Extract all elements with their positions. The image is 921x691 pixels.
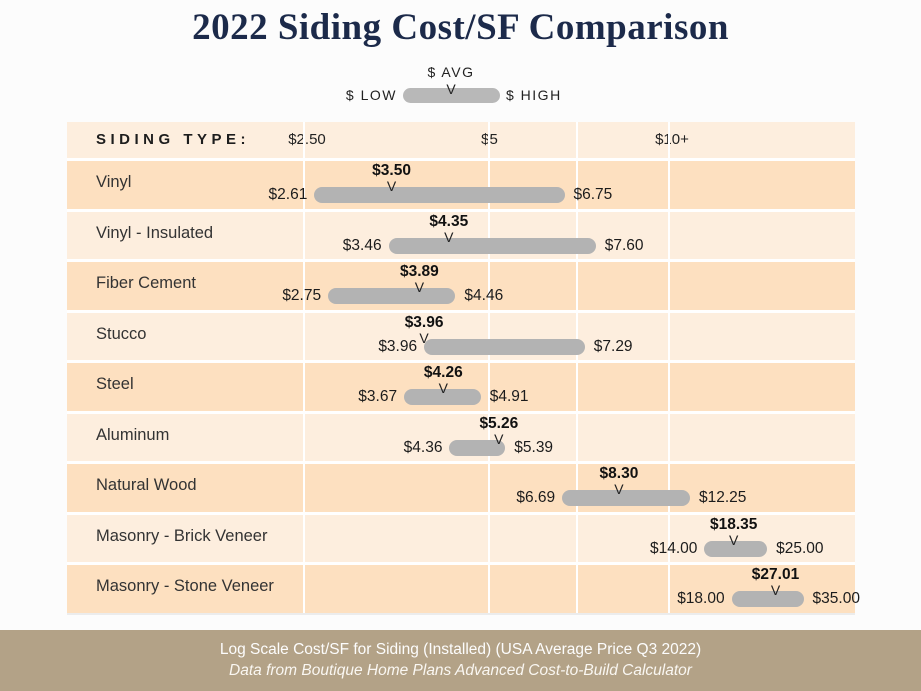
row-label: Vinyl - Insulated [96,223,214,242]
avg-value-label: $3.89 [399,263,439,280]
range-bar [388,237,596,254]
legend-high-label: $ HIGH [506,87,562,103]
axis-tick-label: $2.50 [288,131,326,148]
axis-tick-label: $10+ [655,131,689,148]
range-bar [704,540,768,557]
avg-value-label: $27.01 [751,566,800,583]
range-bar [449,439,506,456]
avg-value-label: $3.96 [404,313,444,331]
table-row: Stucco $3.96 $7.29 $3.96 V [67,309,855,360]
avg-value-label: $8.30 [599,465,639,482]
row-label: Natural Wood [96,476,197,494]
range-bar [404,389,481,405]
high-value-label: $12.25 [698,489,747,506]
avg-marker-icon: V [729,531,739,548]
row-label: Vinyl [96,173,132,191]
row-label: Masonry - Brick Veneer [96,526,268,545]
legend-low-label: $ LOW [345,87,397,103]
page-title: 2022 Siding Cost/SF Comparison [192,7,729,48]
avg-marker-icon: V [494,430,504,447]
avg-marker-icon: V [419,329,429,346]
high-value-label: $6.75 [573,186,613,203]
high-value-label: $4.91 [489,388,529,405]
cost-comparison-table: SIDING TYPE: $2.50$5$10+ Vinyl $2.61 $6.75… [67,122,860,615]
low-value-label: $3.96 [378,337,418,355]
avg-marker-icon: V [438,380,448,396]
range-bar [424,338,585,355]
low-value-label: $6.69 [516,489,556,506]
high-value-label: $5.39 [514,438,554,456]
row-label: Stucco [96,324,147,343]
gridline [668,122,670,613]
high-value-label: $7.29 [593,337,633,355]
footer-caption: Log Scale Cost/SF for Siding (Installed)… [219,641,702,658]
high-value-label: $4.46 [464,287,504,304]
avg-value-label: $5.26 [479,414,519,432]
table-row: Aluminum $4.36 $5.39 $5.26 V [67,410,855,461]
range-bar [731,591,804,607]
range-bar [328,288,456,304]
row-label: Fiber Cement [96,274,196,292]
footer: Log Scale Cost/SF for Siding (Installed)… [0,630,921,691]
avg-marker-icon: V [444,228,454,245]
footer-source: Data from Boutique Home Plans Advanced C… [229,662,692,679]
avg-marker-icon: V [770,582,781,598]
legend-avg-label: $ AVG [427,64,475,80]
range-bar [314,187,565,203]
high-value-label: $35.00 [812,590,860,607]
avg-marker-icon: V [386,178,397,194]
table-row: Vinyl - Insulated $3.46 $7.60 $4.35 V [67,208,855,259]
gridline [488,122,490,613]
avg-marker-icon: V [414,279,425,295]
table-header-row: SIDING TYPE: $2.50$5$10+ [67,122,855,158]
high-value-label: $7.60 [604,236,644,254]
siding-type-header: SIDING TYPE: [96,131,251,148]
low-value-label: $2.61 [268,186,308,203]
legend-avg-marker-icon: V [446,81,456,97]
high-value-label: $25.00 [776,539,824,557]
avg-value-label: $18.35 [709,515,758,533]
low-value-label: $3.67 [358,388,398,405]
row-label: Masonry - Stone Veneer [96,577,274,595]
table-row: Steel $3.67 $4.91 $4.26 V [67,360,855,411]
legend-range-bar [403,88,500,103]
gridline [303,122,305,613]
gridline [576,122,578,613]
avg-marker-icon: V [614,481,624,497]
low-value-label: $18.00 [677,590,725,607]
table-row: Vinyl $2.61 $6.75 $3.50 V [67,158,855,209]
avg-value-label: $4.35 [429,212,469,230]
low-value-label: $4.36 [403,438,443,456]
table-row: Natural Wood $6.69 $12.25 $8.30 V [67,461,855,512]
row-label: Steel [96,375,134,393]
range-bar [562,490,690,506]
low-value-label: $2.75 [282,287,322,304]
avg-value-label: $4.26 [423,364,463,381]
low-value-label: $14.00 [650,539,698,557]
table-row: Fiber Cement $2.75 $4.46 $3.89 V [67,259,855,310]
avg-value-label: $3.50 [372,162,411,179]
table-row: Masonry - Brick Veneer $14.00 $25.00 $18.35… [67,511,855,562]
low-value-label: $3.46 [342,236,382,254]
table-row: Masonry - Stone Veneer $18.00 $35.00 $27.01… [67,562,860,613]
row-label: Aluminum [96,425,170,444]
